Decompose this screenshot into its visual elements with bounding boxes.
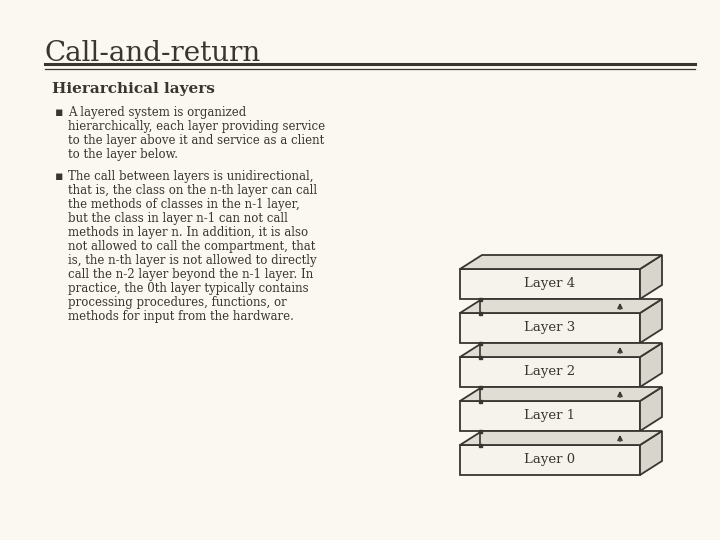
Text: is, the n-th layer is not allowed to directly: is, the n-th layer is not allowed to dir… (68, 254, 317, 267)
Polygon shape (479, 443, 482, 447)
Polygon shape (460, 255, 662, 269)
Text: Layer 1: Layer 1 (524, 409, 575, 422)
Text: to the layer above it and service as a client: to the layer above it and service as a c… (68, 134, 324, 147)
Text: The call between layers is unidirectional,: The call between layers is unidirectiona… (68, 170, 313, 183)
Polygon shape (460, 269, 640, 299)
Text: methods in layer n. In addition, it is also: methods in layer n. In addition, it is a… (68, 226, 308, 239)
Text: ▪: ▪ (55, 106, 63, 119)
Text: practice, the 0th layer typically contains: practice, the 0th layer typically contai… (68, 282, 309, 295)
Text: Layer 2: Layer 2 (524, 366, 575, 379)
Text: Call-and-return: Call-and-return (45, 40, 261, 67)
Polygon shape (479, 341, 482, 345)
Polygon shape (460, 431, 662, 445)
Polygon shape (460, 401, 640, 431)
Polygon shape (460, 357, 640, 387)
Text: hierarchically, each layer providing service: hierarchically, each layer providing ser… (68, 120, 325, 133)
Text: to the layer below.: to the layer below. (68, 148, 178, 161)
Text: but the class in layer n-1 can not call: but the class in layer n-1 can not call (68, 212, 288, 225)
Text: ▪: ▪ (55, 170, 63, 183)
Polygon shape (479, 429, 482, 433)
Polygon shape (640, 255, 662, 299)
Polygon shape (460, 445, 640, 475)
Text: A layered system is organized: A layered system is organized (68, 106, 246, 119)
Polygon shape (460, 343, 662, 357)
Polygon shape (479, 400, 482, 402)
Text: methods for input from the hardware.: methods for input from the hardware. (68, 310, 294, 323)
Polygon shape (640, 299, 662, 343)
Text: processing procedures, functions, or: processing procedures, functions, or (68, 296, 287, 309)
Polygon shape (479, 312, 482, 314)
Polygon shape (460, 313, 640, 343)
Text: not allowed to call the compartment, that: not allowed to call the compartment, tha… (68, 240, 315, 253)
Text: Layer 3: Layer 3 (524, 321, 575, 334)
Text: Layer 0: Layer 0 (524, 454, 575, 467)
Polygon shape (640, 431, 662, 475)
Text: that is, the class on the n-th layer can call: that is, the class on the n-th layer can… (68, 184, 317, 197)
Polygon shape (479, 355, 482, 359)
Polygon shape (479, 386, 482, 388)
Polygon shape (640, 387, 662, 431)
Polygon shape (640, 343, 662, 387)
Text: Layer 4: Layer 4 (524, 278, 575, 291)
Text: call the n-2 layer beyond the n-1 layer. In: call the n-2 layer beyond the n-1 layer.… (68, 268, 313, 281)
Text: the methods of classes in the n-1 layer,: the methods of classes in the n-1 layer, (68, 198, 300, 211)
Text: Hierarchical layers: Hierarchical layers (52, 82, 215, 96)
Polygon shape (460, 299, 662, 313)
Polygon shape (479, 298, 482, 300)
Polygon shape (460, 387, 662, 401)
